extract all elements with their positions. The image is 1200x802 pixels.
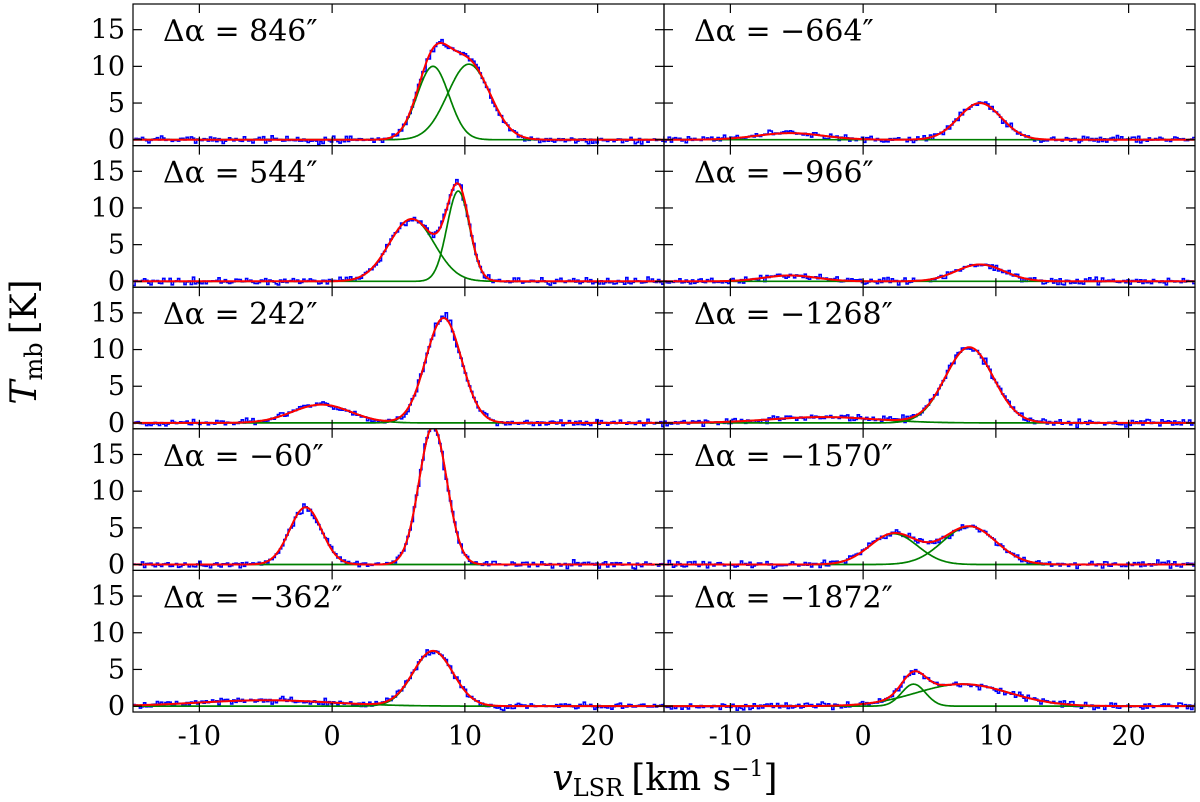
panel-plot-area xyxy=(664,524,1195,570)
gaussian-component-2 xyxy=(133,63,664,141)
y-axis-label: Tmb [K] xyxy=(4,279,48,404)
x-axis-unit-exponent: −1 xyxy=(731,757,763,782)
panel-7: Δα = −1570″ xyxy=(663,428,1196,571)
y-tick-label: 0 xyxy=(108,266,125,297)
y-tick-label: 15 xyxy=(91,439,125,470)
x-axis-subscript: LSR xyxy=(573,774,624,802)
panel-1: Δα = −664″ xyxy=(663,3,1196,147)
panel-label: Δα = 544″ xyxy=(163,156,318,191)
x-axis-symbol: v xyxy=(552,758,572,799)
total-fit xyxy=(664,346,1195,424)
y-tick-label: 5 xyxy=(108,371,125,402)
y-tick-label: 0 xyxy=(108,550,125,581)
observed-spectrum xyxy=(133,428,664,570)
gaussian-component-2 xyxy=(664,102,1195,141)
gaussian-component-2 xyxy=(133,190,664,283)
y-tick-label: 5 xyxy=(108,654,125,685)
x-axis-unit-close: ] xyxy=(764,758,778,799)
y-tick-label: 15 xyxy=(91,298,125,329)
x-axis-label: vLSR [km s−1] xyxy=(552,757,777,802)
panel-plot-area xyxy=(664,668,1195,711)
gaussian-component-2 xyxy=(664,525,1195,566)
panel-frame xyxy=(663,569,1196,713)
gaussian-component-2 xyxy=(133,317,664,424)
y-axis-symbol: T xyxy=(4,378,45,405)
y-tick-label: 15 xyxy=(91,15,125,46)
panel-plot-area xyxy=(664,346,1195,429)
panel-plot-area xyxy=(133,178,664,287)
panel-plot-area xyxy=(664,263,1195,286)
panel-plot-area xyxy=(133,649,664,712)
panel-label: Δα = −1872″ xyxy=(694,580,893,615)
y-tick-label: 10 xyxy=(91,335,125,366)
panel-2: Δα = 544″ xyxy=(132,145,665,288)
observed-spectrum xyxy=(133,178,664,287)
panel-6: Δα = −60″ xyxy=(132,428,665,571)
total-fit xyxy=(664,670,1195,708)
panel-3: Δα = −966″ xyxy=(663,145,1196,288)
y-tick-label: 15 xyxy=(91,581,125,612)
y-axis-subscript: mb xyxy=(20,342,48,380)
total-fit xyxy=(133,316,664,424)
observed-spectrum xyxy=(133,649,664,712)
y-tick-label: 15 xyxy=(91,156,125,187)
total-fit xyxy=(133,428,664,566)
observed-spectrum xyxy=(133,38,664,146)
y-tick-label: 10 xyxy=(91,193,125,224)
x-tick-label: 10 xyxy=(448,721,482,752)
y-tick-label: 0 xyxy=(108,691,125,722)
panel-plot-area xyxy=(133,312,664,428)
y-axis-unit: [K] xyxy=(4,279,45,334)
panel-label: Δα = −362″ xyxy=(163,580,343,615)
panel-9: Δα = −1872″ xyxy=(663,569,1196,713)
panel-label: Δα = 242″ xyxy=(163,297,318,332)
observed-spectrum xyxy=(664,524,1195,570)
gaussian-component-1 xyxy=(133,403,664,424)
panel-label: Δα = −966″ xyxy=(694,156,874,191)
gaussian-component-2 xyxy=(133,650,664,707)
total-fit xyxy=(133,42,664,141)
y-tick-label: 0 xyxy=(108,408,125,439)
y-tick-label: 10 xyxy=(91,618,125,649)
y-tick-label: 10 xyxy=(91,51,125,82)
y-tick-label: 10 xyxy=(91,476,125,507)
panel-0: Δα = 846″ xyxy=(132,3,665,147)
x-tick-label: -10 xyxy=(709,721,752,752)
panel-label: Δα = −60″ xyxy=(163,439,324,474)
panels-layer: Δα = 846″ Δα = −664″ Δα = 544″ Δα = −966″ Δα… xyxy=(132,3,1196,713)
gaussian-component-1 xyxy=(133,65,664,141)
x-tick-label: 0 xyxy=(855,721,872,752)
x-tick-label: 10 xyxy=(979,721,1013,752)
panel-8: Δα = −362″ xyxy=(132,569,665,713)
panel-plot-area xyxy=(133,428,664,570)
x-axis-unit: [km s xyxy=(631,758,731,799)
y-tick-label: 5 xyxy=(108,230,125,261)
panel-label: Δα = −664″ xyxy=(694,14,874,49)
total-fit xyxy=(133,649,664,708)
total-fit xyxy=(664,101,1195,141)
x-tick-label: 20 xyxy=(1111,721,1145,752)
observed-spectrum xyxy=(664,347,1195,429)
panel-label: Δα = −1268″ xyxy=(694,297,893,332)
x-tick-label: 0 xyxy=(324,721,341,752)
observed-spectrum xyxy=(664,668,1195,711)
panel-4: Δα = 242″ xyxy=(132,286,665,430)
gaussian-component-1 xyxy=(664,532,1195,566)
x-tick-label: 20 xyxy=(580,721,614,752)
total-fit xyxy=(664,263,1195,283)
x-tick-label: -10 xyxy=(178,721,221,752)
total-fit xyxy=(664,525,1195,566)
gaussian-component-2 xyxy=(664,346,1195,424)
panel-plot-area xyxy=(133,38,664,146)
y-tick-label: 5 xyxy=(108,513,125,544)
panel-5: Δα = −1268″ xyxy=(663,286,1196,430)
panel-label: Δα = 846″ xyxy=(163,14,318,49)
panel-plot-area xyxy=(664,101,1195,144)
total-fit xyxy=(133,182,664,283)
y-tick-label: 5 xyxy=(108,88,125,119)
y-tick-label: 0 xyxy=(108,125,125,156)
panel-label: Δα = −1570″ xyxy=(694,439,893,474)
